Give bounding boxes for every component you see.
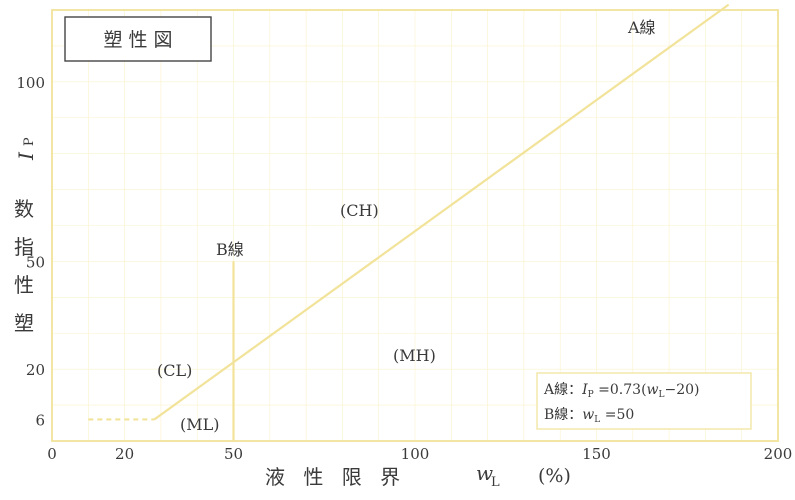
x-tick-label: 150 [582,445,611,463]
legend-line1-sub2: L [659,390,665,400]
legend-line1-prefix: A線： [543,382,582,398]
plot-frame [51,9,779,442]
x-axis-label-text: 液 性 限 界 [265,465,406,489]
x-tick-labels: 0 20 50 100 150 200 [47,445,792,463]
x-axis-label-subscript: L [491,475,500,490]
x-axis-unit: (%) [538,465,571,487]
line-label-b: B線 [216,240,244,259]
y-axis-label-char: 塑 [14,311,34,335]
x-tick-label: 100 [401,445,430,463]
y-axis-label: 塑性指数 IP [14,137,38,335]
legend-line2-var: w [582,407,594,423]
chart-lines [88,3,730,441]
legend-line2-prefix: B線： [544,407,582,423]
legend-line1-var: I [581,382,588,398]
region-label-ch: (CH) [340,201,379,220]
y-tick-label: 6 [35,411,45,429]
legend-line1-var2: w [647,382,659,398]
y-tick-label: 20 [26,361,45,379]
legend-line2-sub: L [594,415,600,425]
legend-line1: A線：IP =0.73(wL−20) [543,382,700,400]
region-label-cl: (CL) [157,361,192,380]
x-axis-label-symbol: w [476,461,493,485]
y-axis-label-char: 指 [14,235,34,259]
chart-title: 塑 性 図 [103,29,172,51]
y-axis-label-text: 塑性指数 [14,197,34,335]
x-tick-label: 200 [764,445,793,463]
legend-box [536,372,752,430]
region-label-ml: (ML) [180,415,220,434]
x-tick-label: 20 [115,445,134,463]
gridlines [52,10,778,441]
legend-line1-tail: −20) [665,382,700,398]
x-tick-label: 50 [224,445,243,463]
y-axis-symbol-main: I [14,151,38,161]
x-axis-label: 液 性 限 界 w L (%) [265,461,571,490]
legend-line2-tail: =50 [600,407,634,423]
y-axis-label-symbol: IP [14,137,38,161]
legend-line1-sub: P [588,390,594,400]
y-tick-label: 100 [16,74,45,92]
y-axis-label-char: 数 [14,197,34,221]
legend-line1-eq: =0.73( [594,382,647,398]
y-axis-label-char: 性 [14,273,34,297]
region-label-mh: (MH) [393,346,436,365]
title-box [64,16,212,62]
line-label-a: A線 [627,18,656,37]
legend-line2: B線：wL =50 [544,407,634,425]
y-tick-labels: 6 20 50 100 [16,74,45,430]
legend: A線：IP =0.73(wL−20) B線：wL =50 [536,372,752,430]
series-line-0 [153,3,730,421]
x-tick-label: 0 [47,445,57,463]
y-axis-symbol-subscript: P [22,137,37,146]
y-tick-label: 50 [26,253,45,271]
